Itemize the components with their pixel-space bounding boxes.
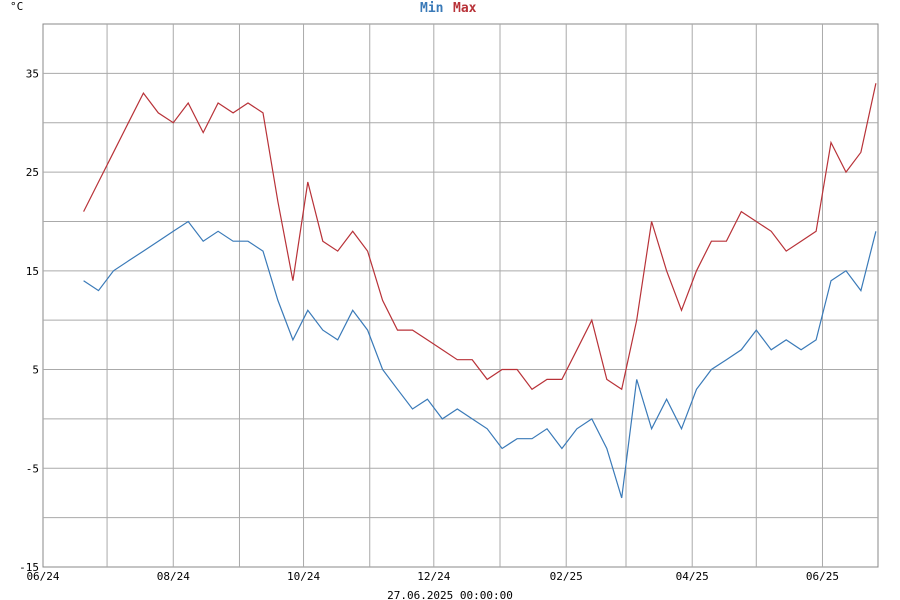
legend-min: Min (420, 1, 443, 16)
y-tick-label: 5 (32, 364, 39, 377)
y-tick-label: -5 (26, 462, 39, 475)
y-tick-label: 35 (26, 67, 39, 80)
legend-max: Max (453, 1, 477, 16)
grid (42, 23, 879, 568)
x-tick-label: 10/24 (287, 570, 320, 583)
y-tick-labels: -15 -5 5 15 25 35 (19, 67, 39, 574)
x-tick-label: 06/25 (806, 570, 839, 583)
plot-frame (42, 23, 879, 568)
x-tick-label: 08/24 (157, 570, 190, 583)
x-tick-label: 12/24 (417, 570, 450, 583)
y-tick-label: 25 (26, 166, 39, 179)
legend: Min Max (420, 1, 477, 16)
x-range-label: 27.06.2025 00:00:00 (387, 589, 513, 600)
series-layer (83, 83, 877, 499)
y-unit-label: °C (10, 0, 23, 13)
x-tick-label: 04/25 (676, 570, 709, 583)
x-tick-label: 02/25 (550, 570, 583, 583)
series-min-line (83, 220, 877, 499)
series-max-line (83, 83, 877, 391)
y-tick-label: 15 (26, 265, 39, 278)
x-tick-labels: 06/24 08/24 10/24 12/24 02/25 04/25 06/25 (26, 570, 839, 583)
x-tick-label: 06/24 (26, 570, 59, 583)
y-tick-label: -15 (19, 561, 39, 574)
